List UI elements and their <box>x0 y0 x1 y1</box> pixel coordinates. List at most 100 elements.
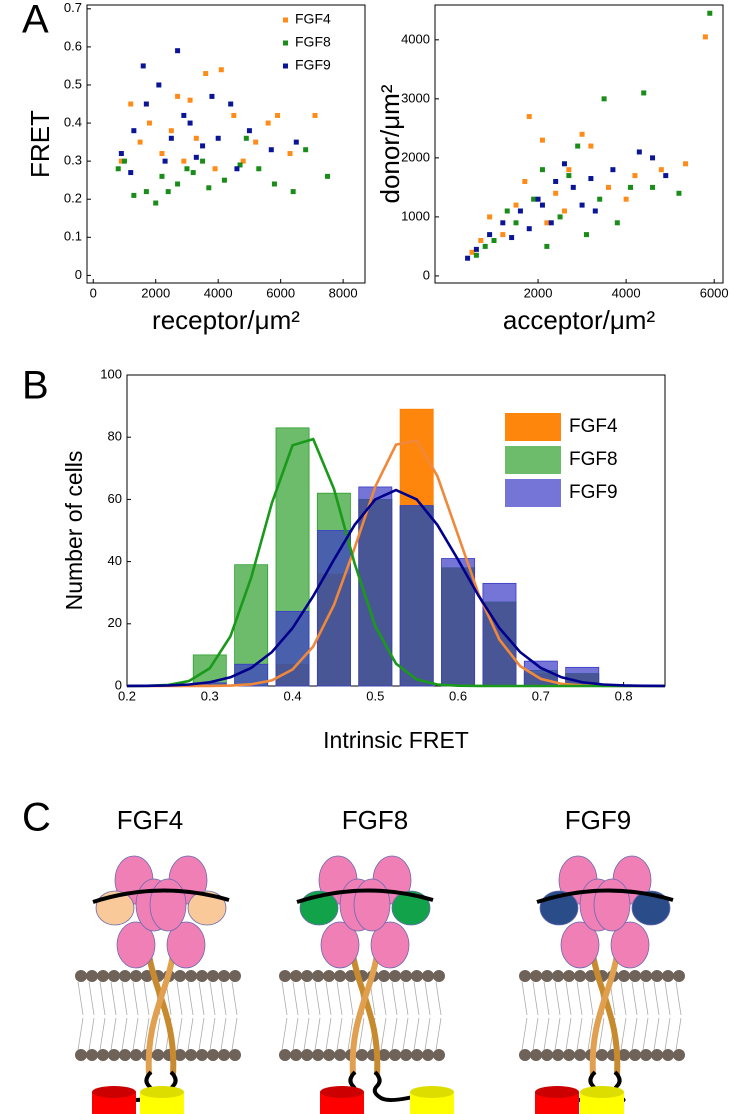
lipid-tail <box>675 981 682 1016</box>
lipid-head <box>108 1049 120 1061</box>
scatter-point <box>588 143 594 149</box>
lipid-tail <box>121 1017 128 1051</box>
histogram-bar <box>399 505 434 687</box>
lipid-tail <box>543 1017 550 1051</box>
y-tick-label: 0.6 <box>64 38 82 53</box>
lipid-tail <box>576 981 583 1016</box>
x-tick-label: 0.5 <box>366 688 384 703</box>
scatter-point <box>561 161 567 167</box>
lipid-head <box>97 1049 109 1061</box>
lipid-head <box>207 1049 219 1061</box>
scatter-point <box>539 167 545 173</box>
scatter-point <box>131 128 137 134</box>
scatter-point <box>500 220 506 226</box>
heparin <box>536 888 674 904</box>
scatter-point <box>325 173 331 179</box>
lipid-tail <box>209 981 216 1016</box>
y-tick-label: 0.7 <box>64 0 82 15</box>
scatter-point <box>162 158 168 164</box>
lipid-tail <box>532 981 539 1016</box>
legend-swatch <box>505 446 561 474</box>
lipid-head <box>75 1049 87 1061</box>
lipid-tail <box>620 1017 627 1051</box>
lipid-head <box>662 1049 674 1061</box>
scatter-point <box>632 173 638 179</box>
y-axis-label: donor/μm² <box>375 84 405 203</box>
scatter-point <box>566 173 572 179</box>
lipid-tail <box>154 1017 161 1051</box>
y-tick-label: 0 <box>75 267 82 282</box>
y-tick-label: 0.2 <box>64 191 82 206</box>
scatter-point <box>473 246 479 252</box>
lipid-head <box>618 970 630 982</box>
linker <box>372 1070 433 1102</box>
lipid-head <box>290 1049 302 1061</box>
scatter-point <box>159 151 165 157</box>
lipid-tail <box>554 981 561 1016</box>
scatter-point <box>676 190 682 196</box>
lipid-tail <box>99 1017 106 1051</box>
receptor-illustration <box>75 855 241 1114</box>
lipid-head <box>400 1049 412 1061</box>
lipid-tail <box>231 1017 238 1051</box>
lipid-tail <box>187 981 194 1016</box>
scatter-point <box>544 220 550 226</box>
lipid-head <box>422 1049 434 1061</box>
scatter-point <box>575 143 581 149</box>
y-tick-label: 0 <box>115 677 122 692</box>
scatter-point <box>200 158 206 164</box>
lipid-tail <box>620 981 627 1016</box>
lipid-tail <box>413 1017 420 1051</box>
lipid-tail <box>576 1017 583 1051</box>
lipid-head <box>141 970 153 982</box>
x-tick-label: 4000 <box>204 285 233 300</box>
lipid-head <box>618 1049 630 1061</box>
lipid-tail <box>88 981 95 1016</box>
panel-label: A <box>22 0 49 42</box>
lipid-tail <box>347 981 354 1016</box>
lipid-tail <box>314 981 321 1016</box>
lipid-tail <box>587 1017 594 1051</box>
lipid-head <box>334 1049 346 1061</box>
scatter-point <box>128 101 134 107</box>
fluorophore-top <box>580 1086 624 1098</box>
fit-curve <box>127 439 665 688</box>
histogram-bar <box>275 610 310 687</box>
scatter-point <box>513 220 519 226</box>
helix <box>590 954 621 1076</box>
scatter-point <box>663 173 669 179</box>
panel-label: C <box>22 796 51 840</box>
scatter-point <box>658 167 664 173</box>
lipid-tail <box>598 1017 605 1051</box>
scatter-point <box>303 147 309 153</box>
lipid-tail <box>176 981 183 1016</box>
lipid-head <box>378 1049 390 1061</box>
lipid-head <box>312 1049 324 1061</box>
domain <box>593 878 631 932</box>
ligand-label: FGF4 <box>117 805 183 835</box>
lipid-head <box>185 1049 197 1061</box>
scatter-point <box>579 202 585 208</box>
y-tick-label: 60 <box>108 491 122 506</box>
lipid-tail <box>664 1017 671 1051</box>
legend-label: FGF8 <box>295 34 331 50</box>
lipid-head <box>433 1049 445 1061</box>
lipid-tail <box>336 981 343 1016</box>
scatter-point <box>513 202 519 208</box>
scatter-point <box>548 220 554 226</box>
scatter-point <box>193 154 199 160</box>
scatter-point <box>265 120 271 126</box>
lipid-tail <box>220 1017 227 1051</box>
scatter-point <box>531 196 537 202</box>
scatter-point <box>707 10 713 16</box>
lipid-head <box>345 970 357 982</box>
lipid-head <box>130 1049 142 1061</box>
lipid-tail <box>642 981 649 1016</box>
scatter-point <box>702 34 708 40</box>
scatter-point <box>118 158 124 164</box>
scatter-point <box>121 158 127 164</box>
lipid-tail <box>143 981 150 1016</box>
lipid-tail <box>198 981 205 1016</box>
lipid-tail <box>314 1017 321 1051</box>
